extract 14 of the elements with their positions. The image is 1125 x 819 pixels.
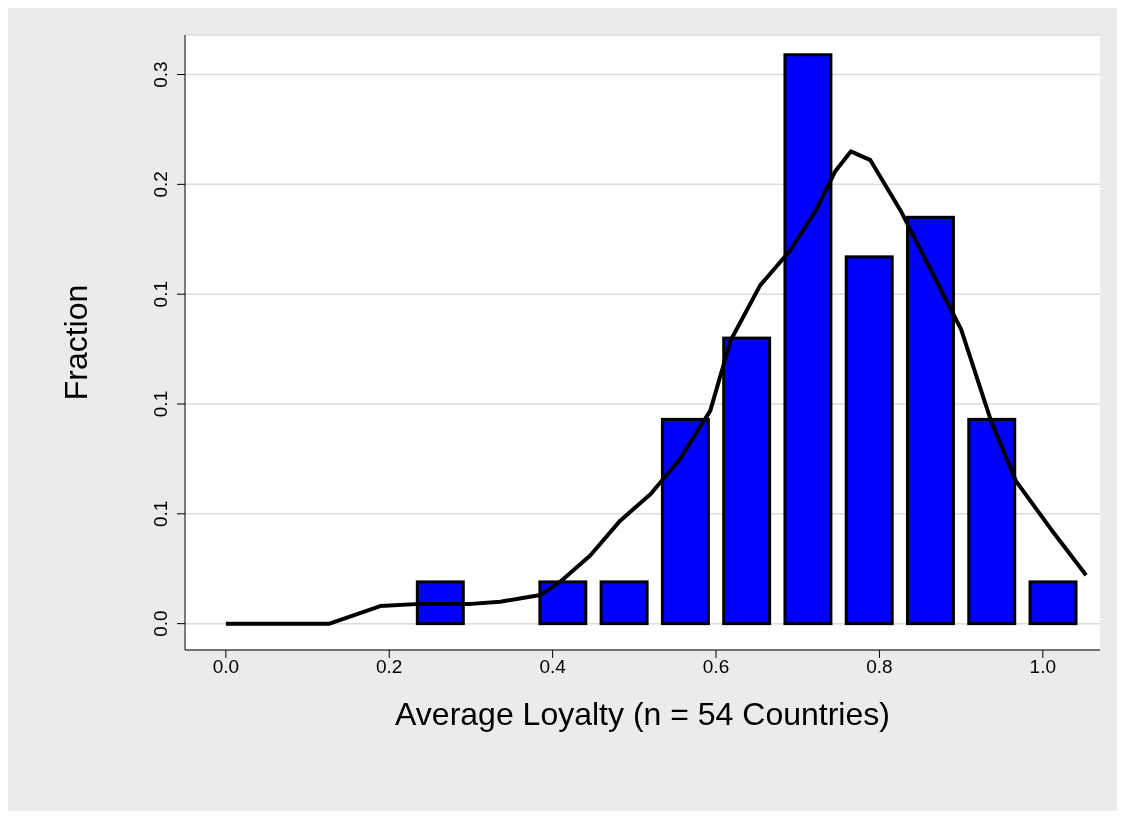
x-tick-label: 1.0 — [1029, 656, 1057, 678]
x-tick-label: 0.6 — [702, 656, 730, 678]
y-axis-title: Fraction — [58, 284, 95, 401]
y-tick-label: 0.1 — [150, 280, 171, 308]
x-tick-label: 0.4 — [539, 656, 567, 678]
y-tick-label: 0.3 — [150, 61, 171, 88]
y-tick-label: 0.1 — [150, 390, 171, 418]
y-tick-label: 0.0 — [150, 610, 171, 637]
x-axis-title: Average Loyalty (n = 54 Countries) — [395, 695, 890, 732]
y-tick-label: 0.1 — [150, 500, 171, 528]
x-tick-label: 0.0 — [212, 656, 240, 678]
x-tick-label: 0.2 — [376, 656, 403, 678]
x-tick-label: 0.8 — [866, 656, 893, 678]
y-tick-label: 0.2 — [150, 171, 171, 198]
